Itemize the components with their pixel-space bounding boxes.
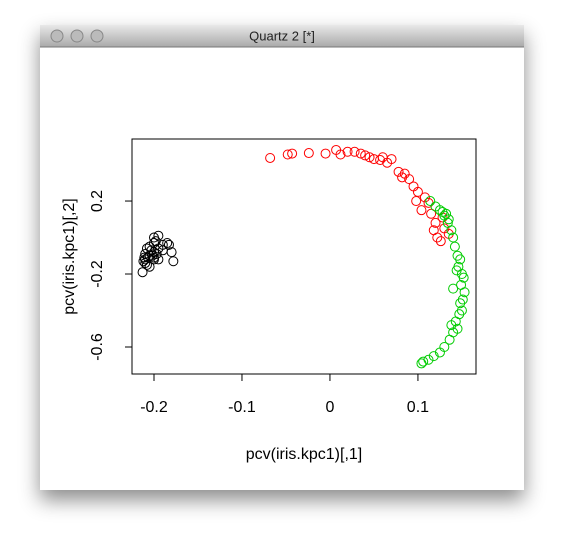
point — [446, 225, 457, 236]
point — [364, 152, 375, 163]
point — [416, 205, 427, 216]
point — [151, 248, 162, 259]
point — [163, 239, 174, 250]
point — [448, 283, 459, 294]
point — [137, 267, 148, 278]
x-axis-label: pcv(iris.kpc1)[,1] — [246, 446, 362, 463]
zoom-button[interactable] — [90, 29, 104, 43]
point — [141, 259, 152, 270]
point — [458, 272, 469, 283]
x-tick-label: 0.1 — [407, 399, 429, 416]
point — [437, 212, 448, 223]
x-tick-label: 0 — [326, 399, 335, 416]
point — [335, 149, 346, 160]
x-tick-label: -0.1 — [228, 399, 256, 416]
point — [355, 148, 366, 159]
point — [375, 154, 386, 165]
x-tick-label: -0.2 — [140, 399, 168, 416]
point — [430, 217, 441, 228]
window — [40, 25, 524, 490]
point — [168, 256, 179, 267]
window-title: Quartz 2 [*] — [249, 28, 315, 43]
y-tick-label: 0.2 — [89, 190, 106, 212]
point — [444, 334, 455, 345]
point — [153, 254, 164, 265]
point — [449, 241, 460, 252]
point — [455, 254, 466, 265]
point — [418, 356, 429, 367]
point — [153, 230, 164, 241]
point — [342, 146, 353, 157]
point — [404, 174, 415, 185]
point — [141, 243, 152, 254]
y-axis-label: pcv(iris.kpc1)[,2] — [61, 198, 78, 314]
point — [428, 351, 439, 362]
point — [457, 294, 468, 305]
point — [265, 152, 276, 163]
point — [432, 232, 443, 243]
point — [162, 237, 173, 248]
point — [426, 208, 437, 219]
point — [144, 261, 155, 272]
point — [320, 148, 331, 159]
point — [139, 252, 150, 263]
point — [349, 146, 360, 157]
point — [303, 148, 314, 159]
point — [455, 298, 466, 309]
point — [360, 150, 371, 161]
point — [287, 148, 298, 159]
point — [157, 245, 168, 256]
point — [452, 250, 463, 261]
point — [434, 347, 445, 358]
point — [443, 214, 454, 225]
point — [419, 192, 430, 203]
point — [456, 305, 467, 316]
point — [435, 236, 446, 247]
y-tick-label: -0.2 — [89, 260, 106, 288]
plot-box — [131, 138, 477, 375]
point — [446, 320, 457, 331]
point — [425, 196, 436, 207]
y-tick-label: -0.6 — [89, 333, 106, 361]
title-bar — [40, 25, 524, 47]
point — [459, 287, 470, 298]
close-button[interactable] — [50, 29, 64, 43]
minimize-button[interactable] — [70, 29, 84, 43]
plot: -0.2 -0.1 0 0.1 0.2 -0.2 -0.6 pcv(iris.kpc1)[,1… — [61, 138, 477, 463]
point — [148, 237, 159, 248]
point — [397, 172, 408, 183]
point — [393, 166, 404, 177]
point — [411, 196, 422, 207]
point — [282, 149, 293, 160]
point — [451, 265, 462, 276]
point — [386, 154, 397, 165]
point — [147, 250, 158, 261]
point — [416, 358, 427, 369]
point — [148, 232, 159, 243]
